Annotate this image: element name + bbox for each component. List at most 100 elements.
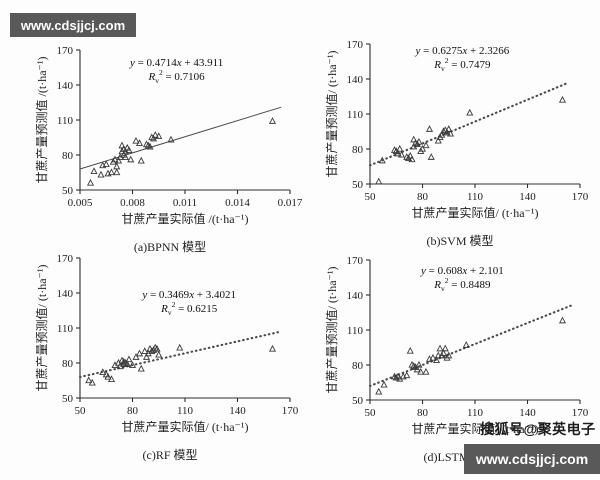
chart-rf-plot: 50 80 110 140 170 50 80 110 140 170 甘蔗产量实际值/ (t·ha…: [34, 253, 299, 434]
tick-labels: 50 80 110 140 170 50 80 110 140 170: [57, 253, 299, 417]
data-point-triangle: [434, 136, 442, 144]
data-point-triangle: [104, 372, 112, 380]
equation-text: y = 0.6275x + 2.3266: [415, 45, 510, 57]
y-tick-label: 140: [57, 80, 74, 92]
data-point-triangle: [90, 167, 98, 174]
data-point-triangle: [443, 128, 451, 136]
chart-lstm-plot: 50 80 110 140 170 50 80 110 140 170 甘蔗产量实际值/ (t·ha…: [324, 255, 589, 436]
data-point-triangle: [167, 135, 175, 143]
r-squared-text: Rv2 = 0.6215: [160, 300, 218, 317]
chart-caption: (b)SVM 模型: [426, 234, 494, 248]
y-tick-label: 50: [62, 393, 74, 405]
data-point-triangle: [394, 149, 402, 157]
axes: [76, 257, 291, 402]
data-point-triangle: [434, 351, 442, 359]
data-point-triangle: [148, 347, 156, 354]
data-point-triangle: [121, 153, 130, 160]
data-point-triangle: [123, 360, 131, 367]
y-axis-label: 甘蔗产量预测值 /(t·ha⁻¹): [34, 57, 49, 184]
tick-labels: 0.005 0.008 0.011 0.014 0.017 50 80 110 140 170: [57, 45, 303, 209]
scatter-points: [86, 117, 277, 186]
y-tick-label: 170: [347, 39, 364, 51]
data-point-triangle: [132, 353, 140, 360]
data-point-triangle: [436, 344, 444, 352]
y-tick-label: 140: [57, 288, 74, 300]
watermark-bottom-right: www.cdsjjcj.com: [464, 444, 600, 474]
data-point-triangle: [438, 130, 446, 138]
x-tick-label: 170: [572, 407, 589, 419]
data-point-triangle: [406, 346, 414, 354]
data-point-triangle: [151, 131, 159, 138]
data-point-triangle: [86, 178, 95, 186]
data-point-triangle: [137, 364, 145, 372]
trend-line: [368, 82, 568, 167]
chart-caption: (a)BPNN 模型: [133, 240, 207, 254]
x-tick-label: 80: [417, 407, 429, 419]
x-tick-label: 80: [127, 405, 139, 417]
data-point-triangle: [155, 350, 163, 358]
data-point-triangle: [141, 347, 149, 354]
data-point-triangle: [422, 367, 430, 375]
r-squared-text: Rv2 = 0.7106: [147, 68, 205, 85]
equation-text: y = 0.3469x + 3.4021: [141, 289, 236, 301]
data-point-triangle: [113, 168, 121, 176]
x-tick-label: 170: [282, 405, 299, 417]
y-tick-label: 80: [352, 360, 364, 372]
data-point-triangle: [176, 343, 184, 351]
y-tick-label: 80: [62, 150, 74, 162]
data-point-triangle: [408, 155, 416, 163]
x-axis-label: 甘蔗产量实际值 /(t·ha⁻¹): [122, 211, 249, 226]
y-tick-label: 110: [57, 115, 74, 127]
x-tick-label: 110: [467, 407, 484, 419]
y-tick-label: 110: [347, 109, 364, 121]
y-tick-label: 110: [347, 325, 364, 337]
data-point-triangle: [120, 360, 128, 367]
chart-caption: (c)RF 模型: [142, 448, 198, 462]
y-tick-label: 80: [62, 358, 74, 370]
chart-svm-plot: 50 80 110 140 170 50 80 110 140 170 甘蔗产量实际值/ (t·ha…: [324, 39, 589, 220]
x-tick-label: 50: [75, 405, 87, 417]
scatter-points: [375, 95, 567, 185]
y-axis-label: 甘蔗产量预测值/ (t·ha⁻¹): [324, 267, 339, 394]
x-tick-label: 50: [365, 407, 377, 419]
scatter-points: [85, 343, 277, 386]
data-point-triangle: [375, 387, 383, 395]
y-tick-label: 170: [57, 45, 74, 57]
y-tick-label: 50: [352, 395, 364, 407]
data-point-triangle: [413, 365, 421, 373]
data-point-triangle: [462, 341, 470, 348]
watermark-top-left: www.cdsjjcj.com: [10, 13, 136, 37]
data-point-triangle: [425, 125, 434, 132]
x-tick-label: 110: [467, 191, 484, 203]
x-tick-label: 140: [229, 405, 246, 417]
data-point-triangle: [406, 151, 414, 159]
axes: [366, 259, 581, 404]
data-point-triangle: [146, 142, 154, 150]
x-axis-label: 甘蔗产量实际值/ (t·ha⁻¹): [122, 419, 249, 434]
chart-bpnn: 0.005 0.008 0.011 0.014 0.017 50 80 110 140 170 甘蔗…: [34, 40, 306, 255]
equation-text: y = 0.4714x + 43.911: [129, 57, 223, 69]
data-point-triangle: [417, 367, 425, 375]
x-tick-label: 140: [519, 407, 536, 419]
r-squared-text: Rv2 = 0.7479: [433, 56, 491, 73]
data-point-triangle: [380, 380, 388, 388]
x-tick-label: 140: [519, 191, 536, 203]
data-point-triangle: [107, 375, 116, 382]
data-point-triangle: [135, 139, 144, 146]
y-tick-label: 50: [352, 179, 364, 191]
y-tick-label: 110: [57, 323, 74, 335]
watermark-top-text: www.cdsjjcj.com: [20, 17, 126, 33]
data-point-triangle: [422, 141, 430, 149]
tick-labels: 50 80 110 140 170 50 80 110 140 170: [347, 39, 589, 203]
chart-svm: 50 80 110 140 170 50 80 110 140 170 甘蔗产量实际值/ (t·ha…: [324, 34, 596, 249]
data-point-triangle: [392, 373, 400, 381]
data-point-triangle: [432, 356, 441, 363]
data-point-triangle: [85, 376, 93, 384]
r-squared-text: Rv2 = 0.8489: [433, 276, 491, 293]
tick-labels: 50 80 110 140 170 50 80 110 140 170: [347, 255, 589, 419]
data-point-triangle: [155, 132, 163, 139]
data-point-triangle: [153, 344, 161, 352]
data-point-triangle: [268, 117, 277, 124]
data-point-triangle: [439, 349, 448, 356]
